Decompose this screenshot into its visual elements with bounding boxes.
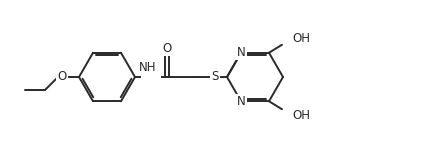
Text: OH: OH bbox=[292, 32, 310, 45]
Text: O: O bbox=[162, 42, 172, 55]
Text: NH: NH bbox=[142, 64, 160, 77]
Text: O: O bbox=[57, 71, 66, 84]
Text: NH: NH bbox=[139, 61, 157, 74]
Text: N: N bbox=[237, 46, 246, 59]
Text: OH: OH bbox=[292, 109, 310, 122]
Text: N: N bbox=[237, 95, 246, 108]
Text: S: S bbox=[211, 71, 219, 84]
